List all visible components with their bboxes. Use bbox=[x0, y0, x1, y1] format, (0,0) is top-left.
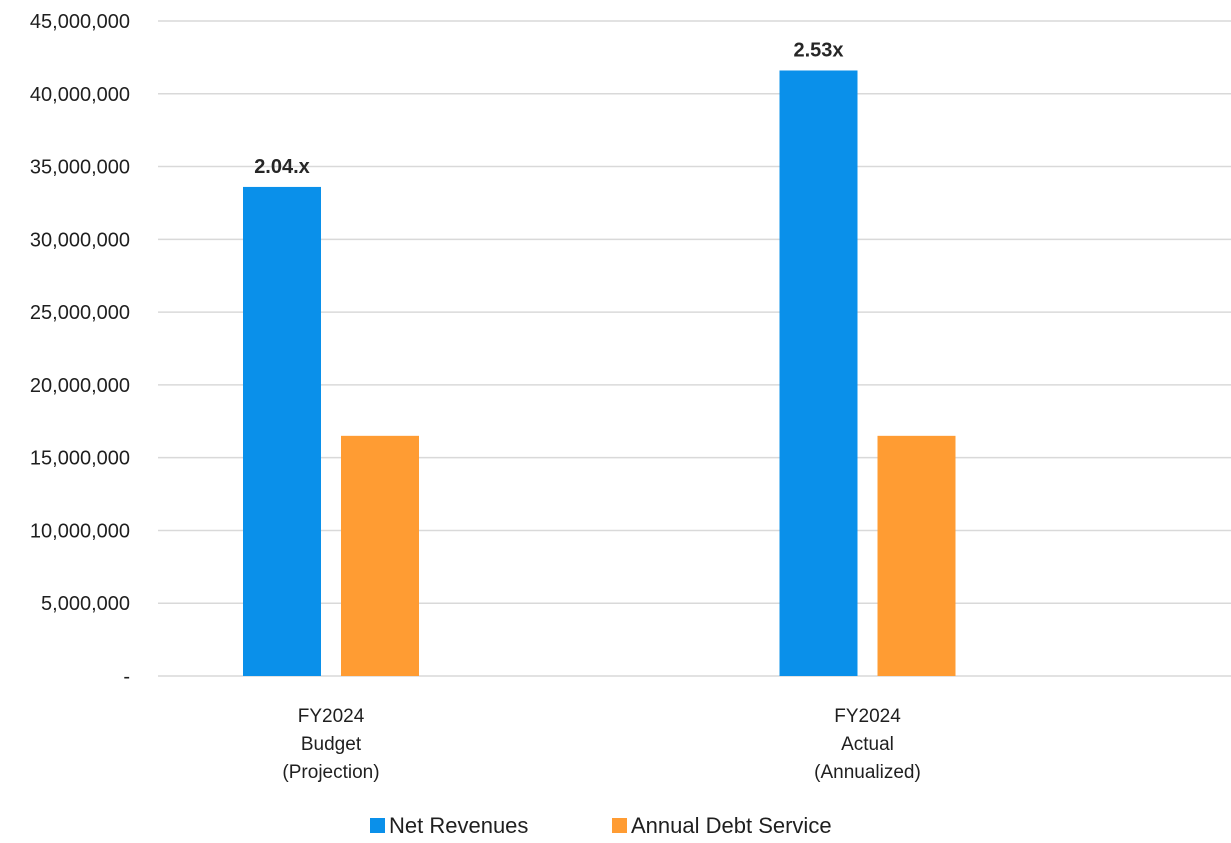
bars bbox=[243, 70, 956, 676]
x-category-label: (Projection) bbox=[282, 762, 379, 783]
legend-label: Net Revenues bbox=[389, 813, 528, 838]
x-category-label: (Annualized) bbox=[814, 762, 921, 783]
gridlines bbox=[158, 20, 1231, 677]
y-tick-label: 40,000,000 bbox=[30, 84, 130, 106]
y-axis-tick-labels: - 5,000,000 10,000,000 15,000,000 20,000,000… bbox=[30, 11, 130, 688]
y-tick-label: 15,000,000 bbox=[30, 448, 130, 470]
legend: Net Revenues Annual Debt Service bbox=[370, 813, 832, 838]
data-labels: 2.04.x 2.53x bbox=[254, 39, 843, 177]
x-category-label: Actual bbox=[841, 734, 894, 755]
legend-swatch bbox=[370, 818, 385, 833]
y-tick-label: 10,000,000 bbox=[30, 520, 130, 542]
y-tick-label: 30,000,000 bbox=[30, 229, 130, 251]
y-tick-label: - bbox=[123, 666, 130, 688]
bar-annual-debt-service bbox=[877, 435, 956, 676]
x-category-label: FY2024 bbox=[834, 706, 901, 727]
data-label: 2.53x bbox=[793, 39, 843, 61]
legend-swatch bbox=[612, 818, 627, 833]
bar-net-revenues bbox=[779, 70, 858, 676]
y-tick-label: 35,000,000 bbox=[30, 157, 130, 179]
legend-label: Annual Debt Service bbox=[631, 813, 832, 838]
y-tick-label: 5,000,000 bbox=[41, 593, 130, 615]
bar-annual-debt-service bbox=[341, 435, 419, 676]
bar-net-revenues bbox=[243, 186, 321, 676]
y-tick-label: 45,000,000 bbox=[30, 11, 130, 33]
x-axis-category-labels: FY2024 Budget (Projection) FY2024 Actual (Ann… bbox=[282, 706, 920, 783]
x-category-label: FY2024 bbox=[298, 706, 365, 727]
y-tick-label: 20,000,000 bbox=[30, 375, 130, 397]
y-tick-label: 25,000,000 bbox=[30, 302, 130, 324]
x-category-label: Budget bbox=[301, 734, 362, 755]
data-label: 2.04.x bbox=[254, 156, 310, 178]
